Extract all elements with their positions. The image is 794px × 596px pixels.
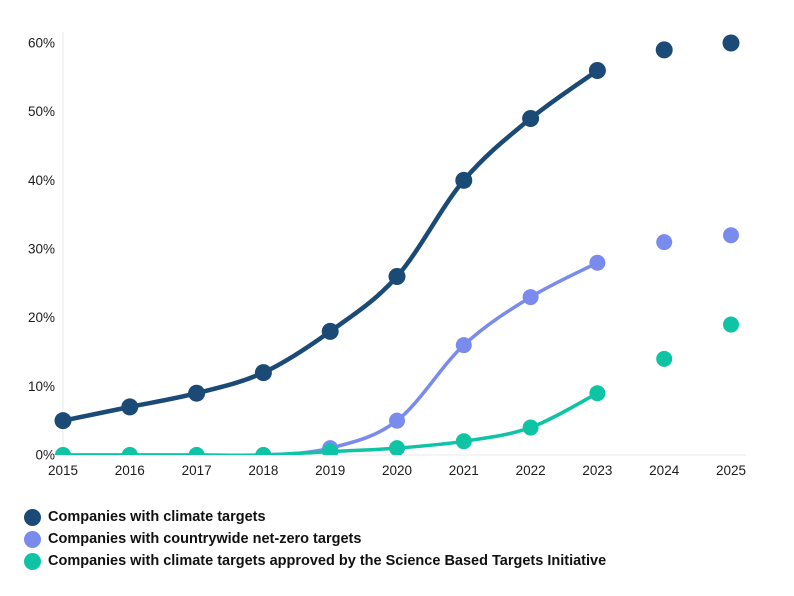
x-axis-tick-label: 2015 <box>48 463 78 478</box>
y-axis-tick-label: 10% <box>28 379 55 394</box>
data-point <box>656 350 673 367</box>
data-point <box>322 443 339 455</box>
legend-dot-sbti-approved-icon <box>24 552 41 570</box>
data-point <box>388 267 406 285</box>
data-point <box>321 322 339 340</box>
series-0 <box>54 34 740 430</box>
y-axis-tick-label: 0% <box>35 448 55 463</box>
data-point <box>389 412 405 429</box>
data-point <box>588 61 606 79</box>
data-point <box>188 447 205 455</box>
legend-item-sbti-approved-targets: Companies with climate targets approved … <box>24 550 606 572</box>
legend-dot-countrywide-net-zero-icon <box>24 530 41 548</box>
data-point <box>254 364 272 382</box>
legend-label-countrywide-net-zero-targets: Companies with countrywide net-zero targ… <box>48 531 362 547</box>
x-axis-tick-label: 2022 <box>516 463 546 478</box>
series-1 <box>55 227 739 455</box>
data-point <box>722 34 740 52</box>
series-line-1 <box>61 260 600 455</box>
data-point <box>455 337 472 354</box>
x-axis-tick-label: 2021 <box>449 463 479 478</box>
data-point <box>522 289 539 306</box>
data-point <box>455 433 472 450</box>
x-axis-tick-label: 2020 <box>382 463 412 478</box>
data-point <box>589 385 606 402</box>
data-point <box>589 254 606 271</box>
data-point <box>723 227 739 244</box>
y-axis-tick-label: 60% <box>28 36 55 51</box>
data-point <box>655 41 673 59</box>
line-chart: 0% 10% 20% 30% 40% 50% 60% 2015 2016 2017 2018 2019… <box>28 32 746 478</box>
x-axis-tick-label: 2018 <box>248 463 278 478</box>
series-2 <box>55 316 739 455</box>
x-axis-tick-label: 2025 <box>716 463 746 478</box>
x-axis-tick-label: 2019 <box>315 463 345 478</box>
data-point <box>723 316 739 333</box>
y-axis-tick-label: 40% <box>28 173 55 188</box>
data-point <box>54 412 72 430</box>
data-point <box>522 110 540 128</box>
x-axis-tick-label: 2024 <box>649 463 680 478</box>
data-point <box>455 171 473 189</box>
data-point <box>121 447 138 455</box>
data-point <box>55 447 71 455</box>
data-point <box>522 419 539 436</box>
legend-dot-climate-targets-icon <box>24 508 41 526</box>
data-point <box>255 447 272 455</box>
legend-label-sbti-approved-targets: Companies with climate targets approved … <box>48 553 607 569</box>
data-point <box>121 398 139 416</box>
x-axis-tick-label: 2017 <box>182 463 212 478</box>
series-line-0 <box>60 68 600 423</box>
y-axis-tick-label: 30% <box>28 242 55 257</box>
y-axis-tick-label: 50% <box>28 104 55 119</box>
legend-item-countrywide-net-zero-targets: Companies with countrywide net-zero targ… <box>24 528 606 550</box>
legend-label-climate-targets: Companies with climate targets <box>48 509 266 525</box>
data-point <box>389 440 405 455</box>
data-point <box>188 384 206 402</box>
legend-item-climate-targets: Companies with climate targets <box>24 506 606 528</box>
y-axis-tick-label: 20% <box>28 310 55 325</box>
data-point <box>656 234 673 251</box>
plot-area <box>54 34 740 455</box>
x-axis-tick-label: 2016 <box>115 463 145 478</box>
chart-legend: Companies with climate targets Companies… <box>24 506 606 572</box>
x-axis-tick-label: 2023 <box>582 463 612 478</box>
